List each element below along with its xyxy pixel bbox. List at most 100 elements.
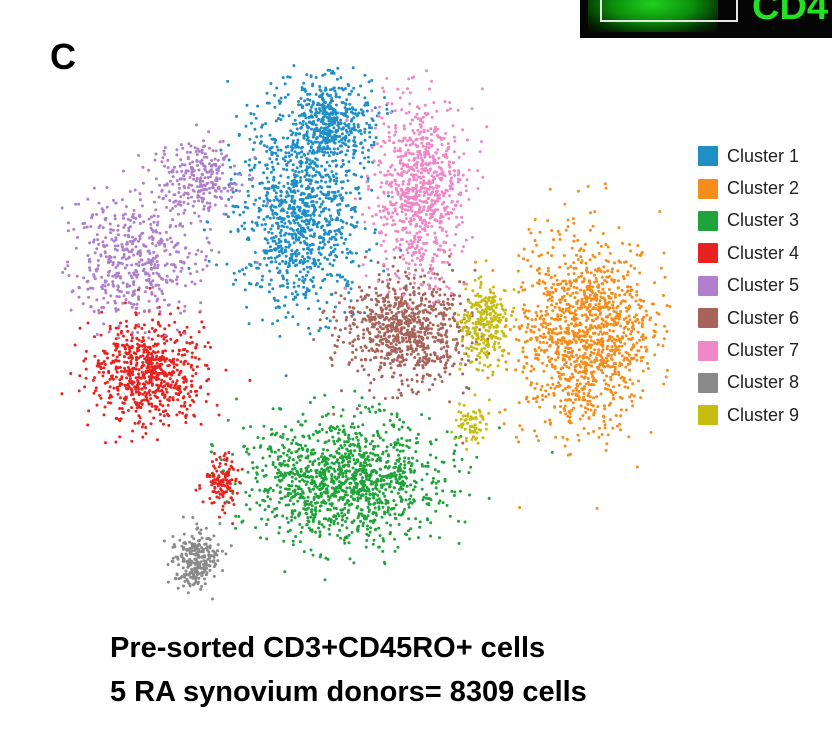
- data-point: [299, 179, 303, 183]
- data-point: [574, 364, 578, 368]
- data-point: [139, 355, 143, 358]
- data-point: [545, 364, 549, 368]
- data-point: [579, 274, 583, 278]
- data-point: [275, 266, 279, 270]
- data-point: [541, 393, 544, 397]
- data-point: [631, 336, 634, 340]
- data-point: [262, 199, 266, 203]
- data-point: [272, 296, 276, 300]
- data-point: [548, 293, 552, 297]
- data-point: [315, 471, 318, 475]
- data-point: [599, 311, 603, 315]
- data-point: [653, 330, 657, 334]
- data-point: [595, 358, 599, 362]
- data-point: [305, 157, 309, 161]
- data-point: [415, 436, 419, 440]
- data-point: [310, 190, 314, 194]
- data-point: [635, 253, 639, 257]
- data-point: [309, 75, 313, 79]
- data-point: [642, 315, 646, 319]
- data-point: [95, 403, 99, 407]
- data-point: [505, 368, 509, 371]
- data-point: [548, 418, 552, 422]
- data-point: [520, 428, 524, 432]
- data-point: [418, 520, 422, 524]
- data-point: [614, 310, 618, 314]
- data-point: [321, 246, 325, 250]
- data-point: [299, 487, 303, 491]
- data-point: [381, 452, 385, 456]
- data-point: [325, 219, 329, 223]
- data-point: [151, 355, 155, 359]
- data-point: [154, 357, 158, 361]
- data-point: [605, 360, 608, 363]
- data-point: [275, 157, 279, 161]
- data-point: [160, 393, 164, 396]
- data-point: [286, 75, 290, 79]
- data-point: [282, 475, 286, 479]
- data-point: [577, 348, 581, 352]
- data-point: [331, 112, 335, 116]
- data-point: [161, 404, 165, 408]
- data-point: [337, 126, 341, 130]
- data-point: [298, 511, 302, 515]
- data-point: [558, 377, 562, 381]
- data-point: [564, 346, 568, 350]
- data-point: [223, 484, 227, 488]
- data-point: [124, 347, 127, 351]
- data-point: [359, 472, 362, 476]
- data-point: [128, 347, 132, 351]
- data-point: [283, 250, 287, 254]
- data-point: [150, 372, 153, 376]
- data-point: [293, 199, 297, 203]
- data-point: [126, 372, 130, 376]
- data-point: [298, 261, 302, 265]
- data-point: [563, 349, 567, 353]
- data-point: [329, 246, 333, 249]
- data-point: [291, 131, 295, 135]
- data-point: [125, 263, 129, 267]
- data-point: [295, 143, 299, 147]
- data-point: [231, 282, 235, 286]
- data-point: [131, 429, 135, 433]
- data-point: [215, 403, 219, 407]
- data-point: [291, 229, 295, 232]
- data-point: [592, 297, 596, 301]
- data-point: [210, 460, 214, 464]
- data-point: [304, 168, 308, 172]
- data-point: [327, 119, 331, 123]
- data-point: [352, 144, 356, 147]
- data-point: [533, 429, 537, 433]
- data-point: [610, 339, 614, 343]
- data-point: [351, 442, 355, 446]
- data-point: [181, 376, 185, 380]
- data-point: [608, 274, 611, 278]
- data-point: [331, 69, 335, 73]
- data-point: [165, 382, 169, 386]
- data-point: [331, 435, 335, 439]
- data-point: [332, 147, 336, 151]
- data-point: [181, 411, 185, 415]
- data-point: [357, 93, 360, 97]
- data-point: [229, 165, 233, 169]
- data-point: [548, 344, 552, 348]
- data-point: [368, 502, 372, 506]
- data-point: [306, 255, 310, 259]
- data-point: [306, 519, 310, 523]
- data-point: [91, 378, 95, 382]
- data-point: [572, 266, 576, 270]
- data-point: [625, 356, 629, 360]
- data-point: [603, 182, 607, 186]
- data-point: [586, 184, 590, 188]
- data-point: [575, 388, 579, 392]
- data-point: [60, 392, 64, 396]
- data-point: [306, 454, 310, 458]
- data-point: [334, 305, 337, 309]
- data-point: [215, 469, 219, 473]
- data-point: [191, 368, 195, 372]
- data-point: [381, 549, 385, 553]
- data-point: [311, 461, 315, 465]
- data-point: [595, 395, 599, 399]
- data-point: [357, 442, 361, 446]
- data-point: [114, 367, 118, 371]
